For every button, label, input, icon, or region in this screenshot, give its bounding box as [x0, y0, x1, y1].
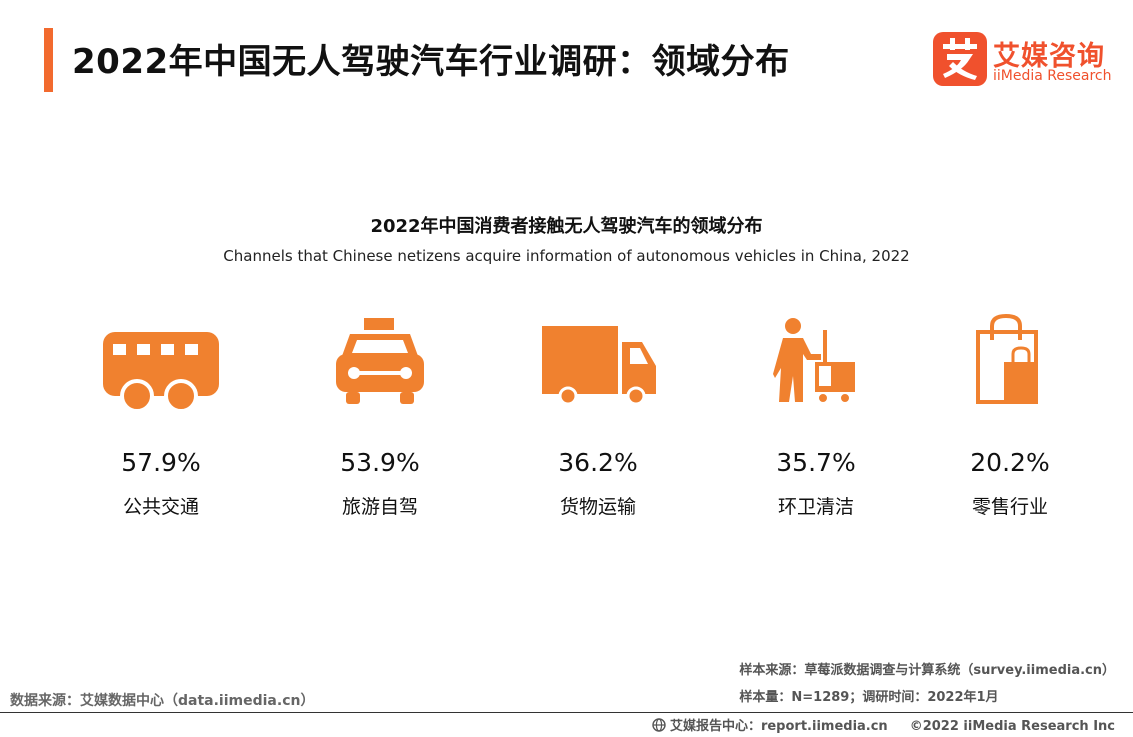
item-value: 20.2%	[970, 448, 1050, 477]
item-label: 公共交通	[122, 496, 199, 518]
brand-logo: 艾媒咨询 iiMedia Research	[933, 32, 1128, 86]
title-accent-bar	[44, 28, 53, 92]
item-value: 57.9%	[121, 448, 201, 477]
item-value: 36.2%	[558, 448, 638, 477]
item-value: 35.7%	[776, 448, 856, 477]
item-label: 环卫清洁	[777, 496, 854, 518]
report-center-link[interactable]: 艾媒报告中心：report.iimedia.cn	[669, 719, 888, 734]
truck-icon	[498, 312, 698, 412]
item-label: 货物运输	[559, 496, 636, 518]
taxi-icon	[280, 312, 480, 412]
footer-divider	[0, 712, 1133, 713]
sample-size: 样本量：N=1289；调研时间：2022年1月	[739, 690, 999, 705]
chart-title: 2022年中国消费者接触无人驾驶汽车的领域分布	[370, 216, 763, 237]
logo-english-text: iiMedia Research	[993, 68, 1112, 84]
copyright: ©2022 iiMedia Research Inc	[909, 719, 1115, 734]
cleaner-icon	[716, 312, 916, 412]
sample-source: 样本来源：草莓派数据调查与计算系统（survey.iimedia.cn）	[739, 663, 1115, 678]
chart-subtitle: Channels that Chinese netizens acquire i…	[223, 247, 910, 265]
item-label: 零售行业	[971, 496, 1048, 518]
globe-icon	[652, 718, 666, 734]
footer: 艾媒报告中心：report.iimedia.cn ©2022 iiMedia Re…	[652, 715, 1115, 734]
item-value: 53.9%	[340, 448, 420, 477]
bus-icon	[61, 312, 261, 412]
sample-info: 样本来源：草莓派数据调查与计算系统（survey.iimedia.cn） 样本量…	[739, 657, 1115, 711]
item-label: 旅游自驾	[341, 496, 418, 518]
logo-mark-icon	[933, 32, 987, 86]
page-title: 2022年中国无人驾驶汽车行业调研：领域分布	[72, 42, 790, 82]
shopping-bag-icon	[910, 312, 1110, 412]
data-source: 数据来源：艾媒数据中心（data.iimedia.cn）	[10, 693, 315, 709]
logo-chinese-text: 艾媒咨询	[993, 41, 1105, 72]
